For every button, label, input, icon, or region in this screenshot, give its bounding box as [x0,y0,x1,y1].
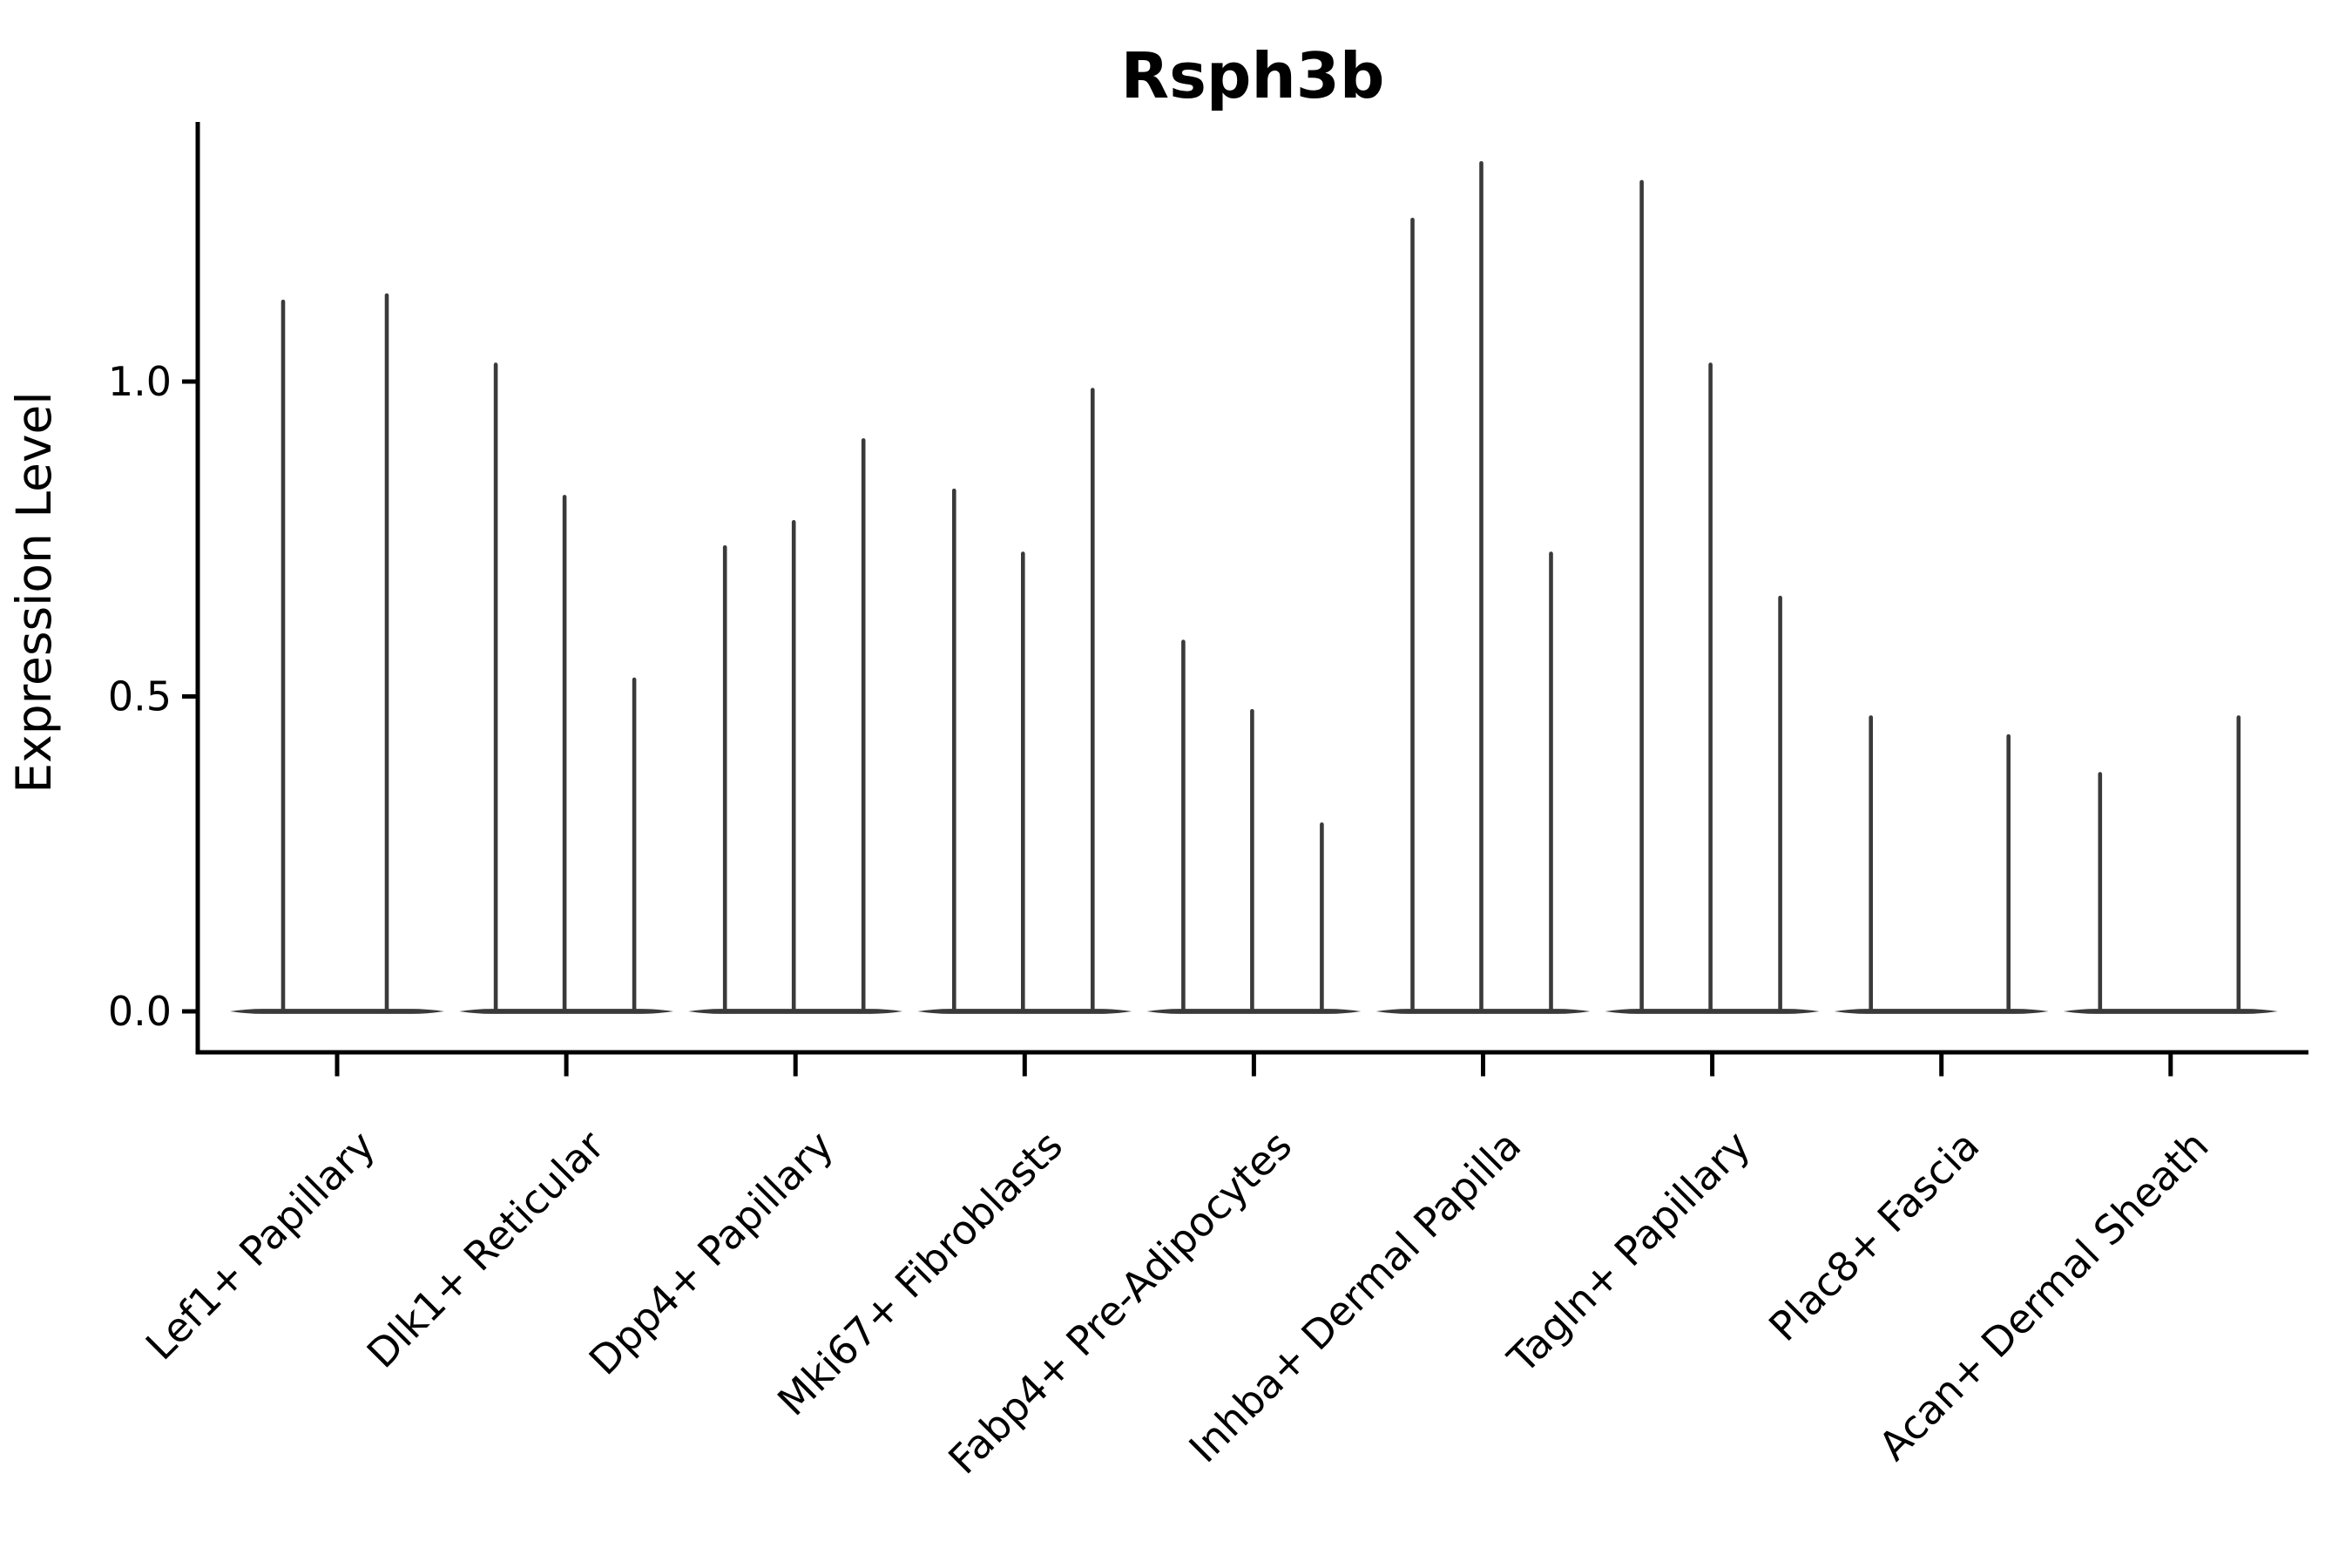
y-axis-label: Expression Level [6,391,62,793]
violin-spike-6-0 [1639,179,1644,1012]
y-axis-ticks: 0.0 0.5 1.0 [108,358,198,1035]
violin-base-6 [1605,1009,1820,1014]
violin-spike-4-1 [1250,708,1254,1012]
violin-base-3 [917,1009,1132,1014]
x-tick-label-6: Tagln+ Papillary [1498,1122,1760,1383]
y-tick-label-2: 1.0 [108,358,172,405]
violin-spike-5-0 [1410,218,1415,1012]
violin-spike-8-0 [2098,772,2103,1012]
violin-spike-2-1 [791,520,796,1012]
violin-spike-2-2 [861,438,866,1012]
violin-base-2 [688,1009,903,1014]
violin-base-4 [1146,1009,1362,1014]
violin-spike-1-0 [493,362,498,1012]
violin-spike-1-2 [632,677,637,1012]
violin-spike-4-0 [1181,639,1186,1012]
violin-spike-7-0 [1869,715,1873,1012]
violin-spike-2-0 [722,544,727,1012]
violin-spike-8-1 [2236,715,2241,1012]
violin-spike-5-2 [1549,551,1553,1012]
y-tick-label-0: 0.0 [108,988,172,1035]
x-axis-ticks [335,1054,2173,1077]
y-tick-label-1: 0.5 [108,673,172,720]
violin-base-5 [1375,1009,1591,1014]
x-tick-label-7: Plac8+ Fascia [1760,1122,1988,1350]
violin-spike-0-1 [384,293,389,1012]
violins [230,160,2278,1014]
violin-spike-6-2 [1778,595,1782,1012]
violin-base-7 [1834,1009,2049,1014]
violin-base-8 [2063,1009,2278,1014]
violin-base-0 [230,1009,444,1014]
x-tick-label-1: Dlk1+ Reticular [358,1122,613,1377]
x-tick-label-0: Lef1+ Papillary [137,1122,384,1369]
violin-spike-0-0 [280,300,286,1012]
violin-spike-1-1 [562,495,567,1012]
violin-base-1 [459,1009,674,1014]
x-tick-label-2: Dpp4+ Papillary [580,1122,842,1384]
violin-spike-4-2 [1320,822,1324,1012]
violin-spike-6-1 [1708,362,1713,1012]
chart-title: Rsph3b [1121,39,1385,112]
violin-spike-3-0 [952,488,956,1012]
violin-spike-3-2 [1091,388,1095,1013]
violin-spike-5-1 [1479,160,1484,1012]
violin-spike-7-1 [2006,733,2011,1012]
violin-spike-3-1 [1021,551,1025,1012]
